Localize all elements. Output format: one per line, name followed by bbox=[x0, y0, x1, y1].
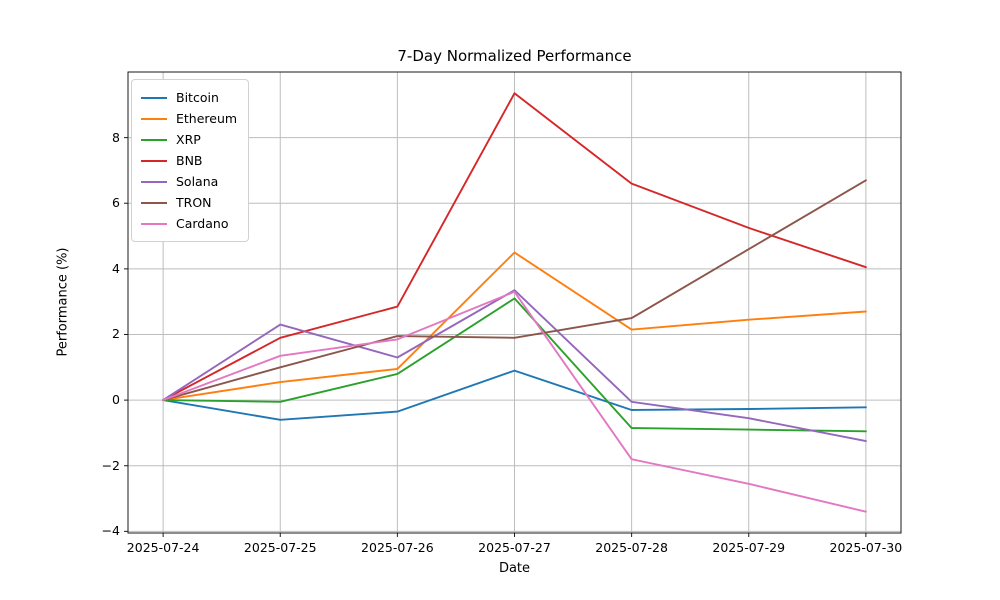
legend-label: Solana bbox=[176, 174, 219, 189]
series-line-xrp bbox=[162, 297, 867, 433]
series-line-cardano bbox=[162, 290, 867, 513]
x-axis-label: Date bbox=[498, 561, 531, 576]
legend-line-swatch bbox=[141, 222, 167, 225]
legend-label: TRON bbox=[176, 195, 212, 210]
y-tick-label: 2 bbox=[112, 326, 120, 342]
legend-line-swatch bbox=[141, 117, 167, 120]
x-tick-label: 2025-07-26 bbox=[361, 540, 434, 555]
chart-title: 7-Day Normalized Performance bbox=[397, 47, 632, 65]
legend-item-cardano: Cardano bbox=[141, 213, 237, 234]
y-tick-label: −2 bbox=[101, 457, 120, 473]
series-line-tron bbox=[162, 179, 867, 402]
x-tick-label: 2025-07-24 bbox=[126, 540, 200, 555]
legend-line-swatch bbox=[141, 96, 167, 99]
legend-item-bitcoin: Bitcoin bbox=[141, 87, 237, 108]
legend-item-bnb: BNB bbox=[141, 150, 237, 171]
x-tick-label: 2025-07-25 bbox=[243, 540, 317, 555]
series-line-bitcoin bbox=[162, 369, 867, 421]
legend-item-solana: Solana bbox=[141, 171, 237, 192]
x-tick-label: 2025-07-28 bbox=[595, 540, 668, 555]
legend-item-ethereum: Ethereum bbox=[141, 108, 237, 129]
series-line-solana bbox=[162, 289, 867, 443]
y-tick-label: 4 bbox=[112, 260, 120, 276]
legend-label: XRP bbox=[176, 132, 201, 147]
legend-line-swatch bbox=[141, 201, 167, 204]
legend-label: BNB bbox=[176, 153, 203, 168]
y-tick-label: 6 bbox=[112, 195, 120, 211]
y-tick-label: −4 bbox=[101, 523, 120, 539]
series-line-ethereum bbox=[162, 251, 867, 402]
x-tick-label: 2025-07-27 bbox=[478, 540, 551, 555]
legend-line-swatch bbox=[141, 180, 167, 183]
x-tick-label: 2025-07-29 bbox=[712, 540, 786, 555]
legend-label: Ethereum bbox=[176, 111, 238, 126]
legend-line-swatch bbox=[141, 138, 167, 141]
legend-item-xrp: XRP bbox=[141, 129, 237, 150]
x-tick-label: 2025-07-30 bbox=[829, 540, 903, 555]
y-tick-label: 0 bbox=[112, 392, 120, 408]
legend-label: Bitcoin bbox=[176, 90, 219, 105]
legend: Bitcoin Ethereum XRP BNB Solana TRON Cardano bbox=[131, 79, 250, 242]
series-line-bnb bbox=[162, 92, 867, 402]
legend-item-tron: TRON bbox=[141, 192, 237, 213]
legend-line-swatch bbox=[141, 159, 167, 162]
legend-label: Cardano bbox=[176, 216, 229, 231]
y-tick-label: 8 bbox=[112, 129, 120, 145]
